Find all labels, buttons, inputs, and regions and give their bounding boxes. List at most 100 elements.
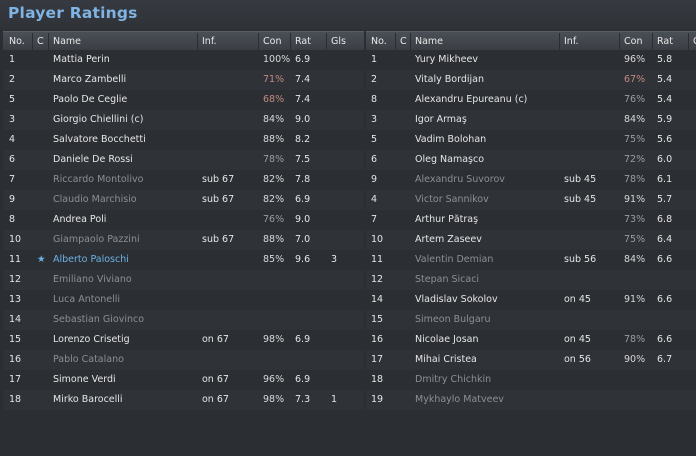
player-row[interactable]: 11 Valentin Demian sub 56 84% 6.6 — [366, 250, 696, 270]
player-row[interactable]: 2 Marco Zambelli 71% 7.4 — [3, 70, 364, 90]
player-row[interactable]: 10 Giampaolo Pazzini sub 67 88% 7.0 — [3, 230, 364, 250]
column-divider[interactable] — [395, 33, 396, 50]
column-header-no[interactable]: No. — [371, 36, 387, 47]
player-name[interactable]: Valentin Demian — [415, 254, 494, 265]
player-name[interactable]: Riccardo Montolivo — [53, 174, 144, 185]
player-name[interactable]: Nicolae Josan — [415, 334, 479, 345]
player-name[interactable]: Luca Antonelli — [53, 294, 121, 305]
player-name[interactable]: Mihai Cristea — [415, 354, 477, 365]
player-row[interactable]: 6 Oleg Namaşco 72% 6.0 — [366, 150, 696, 170]
player-row[interactable]: 17 Simone Verdi on 67 96% 6.9 — [3, 370, 364, 390]
player-row[interactable]: 16 Nicolae Josan on 45 78% 6.6 — [366, 330, 696, 350]
player-name[interactable]: Arthur Pătraş — [415, 214, 479, 225]
player-name[interactable]: Alexandru Suvorov — [415, 174, 505, 185]
player-name[interactable]: Simeon Bulgaru — [415, 314, 491, 325]
column-divider[interactable] — [258, 33, 259, 50]
player-name[interactable]: Giorgio Chiellini (c) — [53, 114, 144, 125]
player-row[interactable]: 18 Dmitry Chichkin — [366, 370, 696, 390]
player-row[interactable]: 7 Arthur Pătraş 73% 6.8 — [366, 210, 696, 230]
column-header-no[interactable]: No. — [9, 36, 25, 47]
player-name[interactable]: Vladislav Sokolov — [415, 294, 498, 305]
column-divider[interactable] — [326, 33, 327, 50]
player-name[interactable]: Vitaly Bordijan — [415, 74, 484, 85]
column-divider[interactable] — [410, 33, 411, 50]
player-row[interactable]: 2 Vitaly Bordijan 67% 5.4 — [366, 70, 696, 90]
player-name[interactable]: Dmitry Chichkin — [415, 374, 492, 385]
player-name[interactable]: Pablo Catalano — [53, 354, 124, 365]
player-name[interactable]: Stepan Sicaci — [415, 274, 480, 285]
player-name[interactable]: Igor Armaş — [415, 114, 467, 125]
player-name[interactable]: Vadim Bolohan — [415, 134, 487, 145]
player-row[interactable]: 3 Giorgio Chiellini (c) 84% 9.0 — [3, 110, 364, 130]
player-row[interactable]: 9 Claudio Marchisio sub 67 82% 6.9 — [3, 190, 364, 210]
player-name[interactable]: Paolo De Ceglie — [53, 94, 128, 105]
player-row[interactable]: 9 Alexandru Suvorov sub 45 78% 6.1 — [366, 170, 696, 190]
column-divider[interactable] — [197, 33, 198, 50]
player-name[interactable]: Victor Sannikov — [415, 194, 489, 205]
player-row[interactable]: 15 Simeon Bulgaru — [366, 310, 696, 330]
column-header-captain[interactable]: C — [400, 36, 407, 47]
player-row[interactable]: 5 Paolo De Ceglie 68% 7.4 — [3, 90, 364, 110]
player-name[interactable]: Daniele De Rossi — [53, 154, 133, 165]
player-name[interactable]: Artem Zaseev — [415, 234, 482, 245]
player-name[interactable]: Emiliano Viviano — [53, 274, 132, 285]
column-header-rating[interactable]: Rat — [657, 36, 673, 47]
player-name[interactable]: Andrea Poli — [53, 214, 107, 225]
player-row[interactable]: 15 Lorenzo Crisetig on 67 98% 6.9 — [3, 330, 364, 350]
player-name[interactable]: Lorenzo Crisetig — [53, 334, 130, 345]
column-header-goals[interactable]: Gls — [331, 36, 346, 47]
column-divider[interactable] — [32, 33, 33, 50]
player-name[interactable]: Claudio Marchisio — [53, 194, 137, 205]
player-row[interactable]: 8 Alexandru Epureanu (c) 76% 5.4 — [366, 90, 696, 110]
column-header-involvement[interactable]: Inf. — [202, 36, 217, 47]
player-row[interactable]: 17 Mihai Cristea on 56 90% 6.7 — [366, 350, 696, 370]
player-name[interactable]: Yury Mikheev — [415, 54, 478, 65]
column-header-goals[interactable]: Gls — [693, 36, 696, 47]
player-name[interactable]: Giampaolo Pazzini — [53, 234, 140, 245]
player-name[interactable]: Mirko Barocelli — [53, 394, 123, 405]
player-involvement: on 67 — [202, 394, 229, 405]
column-divider[interactable] — [619, 33, 620, 50]
player-row[interactable]: 18 Mirko Barocelli on 67 98% 7.3 1 — [3, 390, 364, 410]
player-row[interactable]: 5 Vadim Bolohan 75% 5.6 — [366, 130, 696, 150]
player-name[interactable]: Salvatore Bocchetti — [53, 134, 146, 145]
player-name[interactable]: Alberto Paloschi — [53, 254, 129, 265]
player-row[interactable]: 7 Riccardo Montolivo sub 67 82% 7.8 — [3, 170, 364, 190]
player-row[interactable]: 1 Yury Mikheev 96% 5.8 — [366, 50, 696, 70]
player-row[interactable]: 4 Victor Sannikov sub 45 91% 5.7 — [366, 190, 696, 210]
player-row[interactable]: 10 Artem Zaseev 75% 6.4 — [366, 230, 696, 250]
player-name[interactable]: Sebastian Giovinco — [53, 314, 145, 325]
column-header-involvement[interactable]: Inf. — [564, 36, 579, 47]
column-header-condition[interactable]: Con — [263, 36, 282, 47]
player-row[interactable]: 11 ★ Alberto Paloschi 85% 9.6 3 — [3, 250, 364, 270]
column-divider[interactable] — [290, 33, 291, 50]
column-header-captain[interactable]: C — [37, 36, 44, 47]
column-header-name[interactable]: Name — [53, 36, 82, 47]
player-row[interactable]: 4 Salvatore Bocchetti 88% 8.2 — [3, 130, 364, 150]
player-row[interactable]: 6 Daniele De Rossi 78% 7.5 — [3, 150, 364, 170]
player-row[interactable]: 3 Igor Armaş 84% 5.9 — [366, 110, 696, 130]
player-row[interactable]: 12 Stepan Sicaci — [366, 270, 696, 290]
column-header-name[interactable]: Name — [415, 36, 444, 47]
player-row[interactable]: 13 Luca Antonelli — [3, 290, 364, 310]
footer-area — [0, 412, 696, 456]
column-divider[interactable] — [559, 33, 560, 50]
player-name[interactable]: Mykhaylo Matveev — [415, 394, 504, 405]
player-name[interactable]: Oleg Namaşco — [415, 154, 485, 165]
column-header-condition[interactable]: Con — [624, 36, 643, 47]
column-divider[interactable] — [688, 33, 689, 50]
player-name[interactable]: Marco Zambelli — [53, 74, 127, 85]
player-row[interactable]: 8 Andrea Poli 76% 9.0 — [3, 210, 364, 230]
column-divider[interactable] — [652, 33, 653, 50]
player-row[interactable]: 16 Pablo Catalano — [3, 350, 364, 370]
player-row[interactable]: 14 Sebastian Giovinco — [3, 310, 364, 330]
player-row[interactable]: 1 Mattia Perin 100% 6.9 — [3, 50, 364, 70]
player-row[interactable]: 14 Vladislav Sokolov on 45 91% 6.6 — [366, 290, 696, 310]
column-header-rating[interactable]: Rat — [295, 36, 311, 47]
player-row[interactable]: 19 Mykhaylo Matveev — [366, 390, 696, 410]
column-divider[interactable] — [48, 33, 49, 50]
player-name[interactable]: Simone Verdi — [53, 374, 116, 385]
player-name[interactable]: Mattia Perin — [53, 54, 110, 65]
player-row[interactable]: 12 Emiliano Viviano — [3, 270, 364, 290]
player-name[interactable]: Alexandru Epureanu (c) — [415, 94, 528, 105]
